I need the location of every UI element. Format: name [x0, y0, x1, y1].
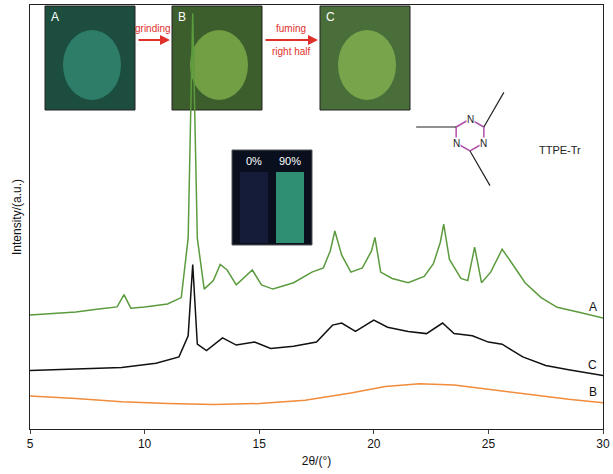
svg-text:20: 20 [367, 437, 381, 451]
svg-text:10: 10 [138, 437, 152, 451]
svg-text:0%: 0% [246, 155, 262, 167]
svg-text:2θ/(°): 2θ/(°) [302, 454, 331, 468]
svg-text:B: B [178, 10, 186, 24]
svg-text:Intensity/(a.u.): Intensity/(a.u.) [10, 179, 24, 255]
svg-text:right half: right half [272, 46, 311, 57]
svg-text:TTPE-Tr: TTPE-Tr [539, 144, 581, 156]
svg-text:fuming: fuming [276, 23, 306, 34]
svg-text:25: 25 [482, 437, 496, 451]
svg-text:A: A [589, 300, 597, 314]
svg-text:90%: 90% [279, 155, 301, 167]
svg-text:B: B [589, 385, 597, 399]
svg-text:N: N [453, 138, 460, 149]
svg-text:N: N [467, 114, 474, 125]
svg-text:A: A [51, 10, 59, 24]
svg-text:grinding: grinding [135, 23, 171, 34]
svg-text:5: 5 [27, 437, 34, 451]
svg-text:C: C [326, 10, 335, 24]
svg-text:N: N [480, 138, 487, 149]
svg-text:C: C [588, 358, 597, 372]
svg-text:30: 30 [596, 437, 610, 451]
svg-text:15: 15 [253, 437, 267, 451]
